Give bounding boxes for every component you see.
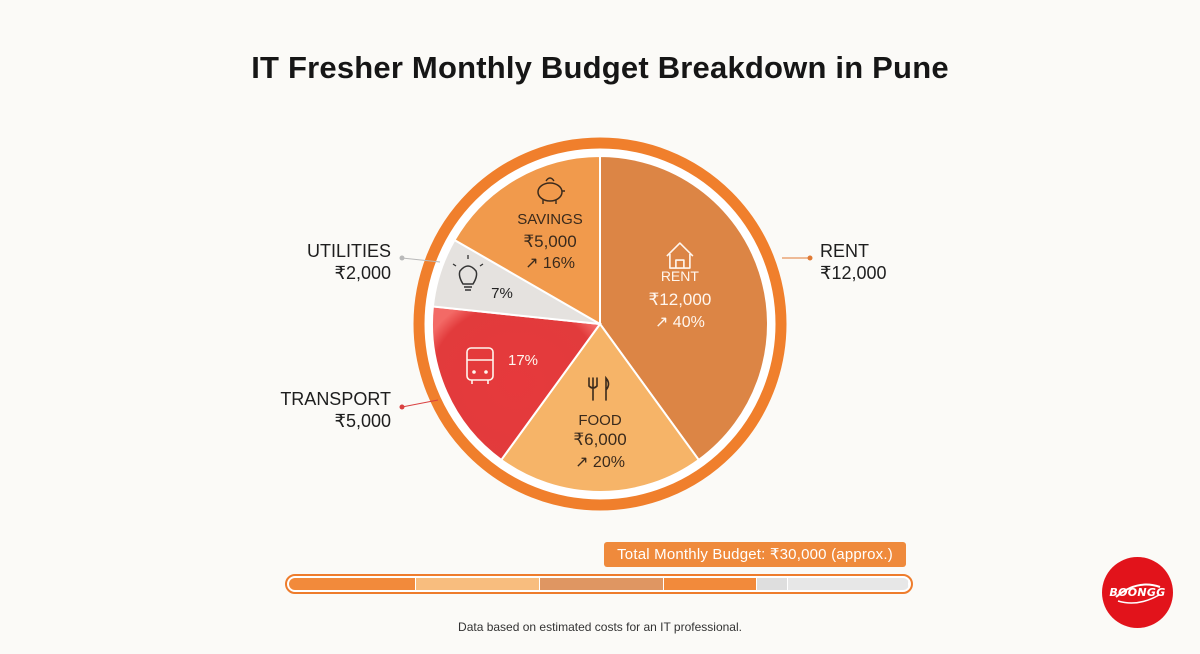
utilities-leader-line-dot	[399, 255, 405, 261]
pie-slice-food	[499, 322, 701, 493]
utilities-lightbulb-icon	[452, 255, 484, 291]
rent-slice-name: RENT	[661, 268, 700, 284]
chart-title: IT Fresher Monthly Budget Breakdown in P…	[251, 50, 949, 85]
rent-house-icon	[666, 242, 694, 269]
utilities-leader-line	[401, 257, 441, 263]
transport-external-amount: ₹5,000	[334, 411, 392, 431]
food-fork-knife-icon	[588, 375, 610, 401]
utilities-external-amount: ₹2,000	[334, 263, 392, 283]
rent-external-label: RENT ₹12,000	[820, 240, 887, 284]
transport-leader-line	[401, 399, 439, 408]
budget-bar-seg6	[788, 578, 909, 590]
pie-slice-savings	[453, 154, 601, 326]
savings-slice-name: SAVINGS	[517, 211, 583, 228]
pie-slice-rent	[599, 154, 769, 462]
food-slice-amount: ₹6,000	[573, 430, 626, 449]
brand-logo: BOONGG	[1102, 557, 1173, 628]
rent-slice-percent: ↗ 40%	[655, 314, 705, 331]
budget-bar-seg3	[540, 578, 665, 590]
budget-bar-seg4	[664, 578, 758, 590]
food-slice-percent: ↗ 20%	[575, 454, 625, 471]
logo-text: BOONGG	[1109, 586, 1166, 599]
logo-swoosh-icon	[1115, 583, 1161, 604]
rent-slice-amount: ₹12,000	[648, 290, 711, 309]
budget-progress-bar	[285, 574, 913, 594]
budget-bar-seg2	[416, 578, 541, 590]
rent-external-name: RENT	[820, 241, 869, 261]
food-slice-name: FOOD	[578, 412, 621, 429]
savings-piggy-bank-icon	[537, 177, 565, 204]
footnote: Data based on estimated costs for an IT …	[458, 620, 742, 634]
utilities-external-name: UTILITIES	[306, 241, 391, 261]
transport-slice-percent: 17%	[508, 352, 538, 369]
transport-external-name: TRANSPORT	[280, 389, 391, 409]
budget-bar-seg5	[757, 578, 789, 590]
transport-bus-icon	[466, 347, 494, 384]
rent-leader-line-dot	[807, 255, 813, 261]
savings-slice-percent: ↗ 16%	[525, 255, 575, 272]
total-budget-badge: Total Monthly Budget: ₹30,000 (approx.)	[604, 542, 906, 567]
transport-external-label: TRANSPORT ₹5,000	[270, 388, 391, 432]
utilities-external-label: UTILITIES ₹2,000	[290, 240, 391, 284]
utilities-slice-percent: 7%	[491, 285, 513, 302]
transport-leader-line-dot	[399, 404, 405, 410]
pie-slice-transport	[431, 305, 602, 462]
rent-external-amount: ₹12,000	[820, 263, 887, 283]
budget-bar-seg1	[289, 578, 417, 590]
savings-slice-amount: ₹5,000	[523, 232, 576, 251]
